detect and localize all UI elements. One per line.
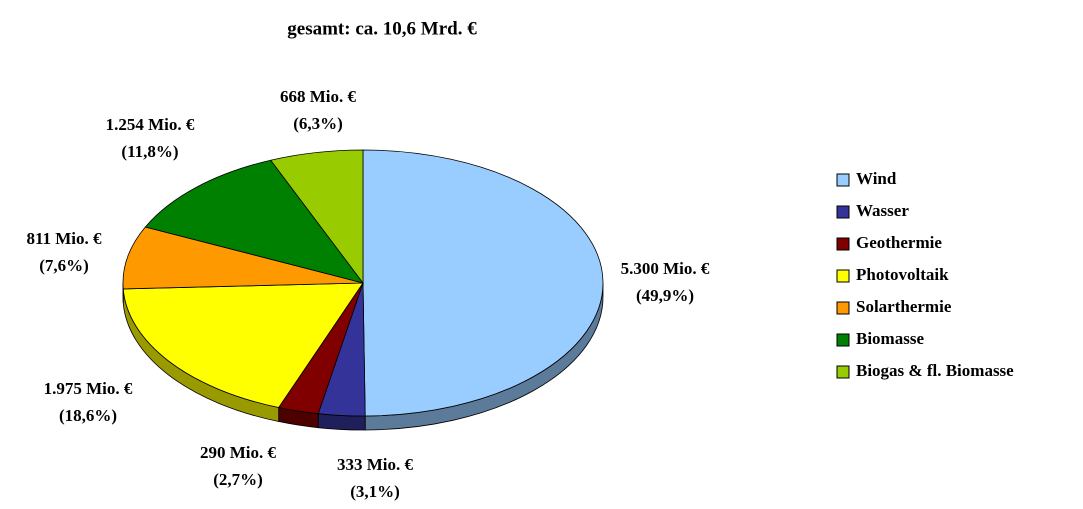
data-label-percent: (7,6%) [39, 256, 89, 275]
legend-swatch [836, 365, 850, 379]
pie-slice [269, 149, 364, 285]
pie-slice [362, 149, 604, 417]
data-label-percent: (18,6%) [59, 406, 117, 425]
legend-label: Biogas & fl. Biomasse [856, 361, 1014, 380]
data-label: 811 Mio. € [26, 229, 102, 248]
legend-swatch [836, 237, 850, 251]
data-label: 5.300 Mio. € [621, 259, 710, 278]
legend-label: Wind [856, 169, 897, 188]
legend-label: Photovoltaik [856, 265, 949, 284]
legend-swatch [836, 205, 850, 219]
data-label-percent: (49,9%) [636, 286, 694, 305]
pie-slice [144, 159, 365, 284]
pie-slice [122, 282, 364, 408]
legend-label: Wasser [856, 201, 909, 220]
legend-swatch [836, 301, 850, 315]
data-label-percent: (11,8%) [121, 142, 178, 161]
data-label: 290 Mio. € [200, 443, 277, 462]
legend-label: Geothermie [856, 233, 942, 252]
data-label: 1.975 Mio. € [44, 379, 133, 398]
data-label-percent: (2,7%) [213, 470, 263, 489]
pie-slice [122, 226, 364, 290]
legend-label: Solarthermie [856, 297, 952, 316]
data-label-percent: (3,1%) [350, 482, 400, 501]
data-label: 333 Mio. € [337, 455, 414, 474]
data-label: 668 Mio. € [280, 87, 357, 106]
data-label-percent: (6,3%) [293, 114, 343, 133]
chart-title: gesamt: ca. 10,6 Mrd. € [287, 18, 477, 39]
legend-swatch [836, 269, 850, 283]
legend-swatch [836, 173, 850, 187]
legend-swatch [836, 333, 850, 347]
legend-label: Biomasse [856, 329, 924, 348]
data-label: 1.254 Mio. € [106, 115, 195, 134]
